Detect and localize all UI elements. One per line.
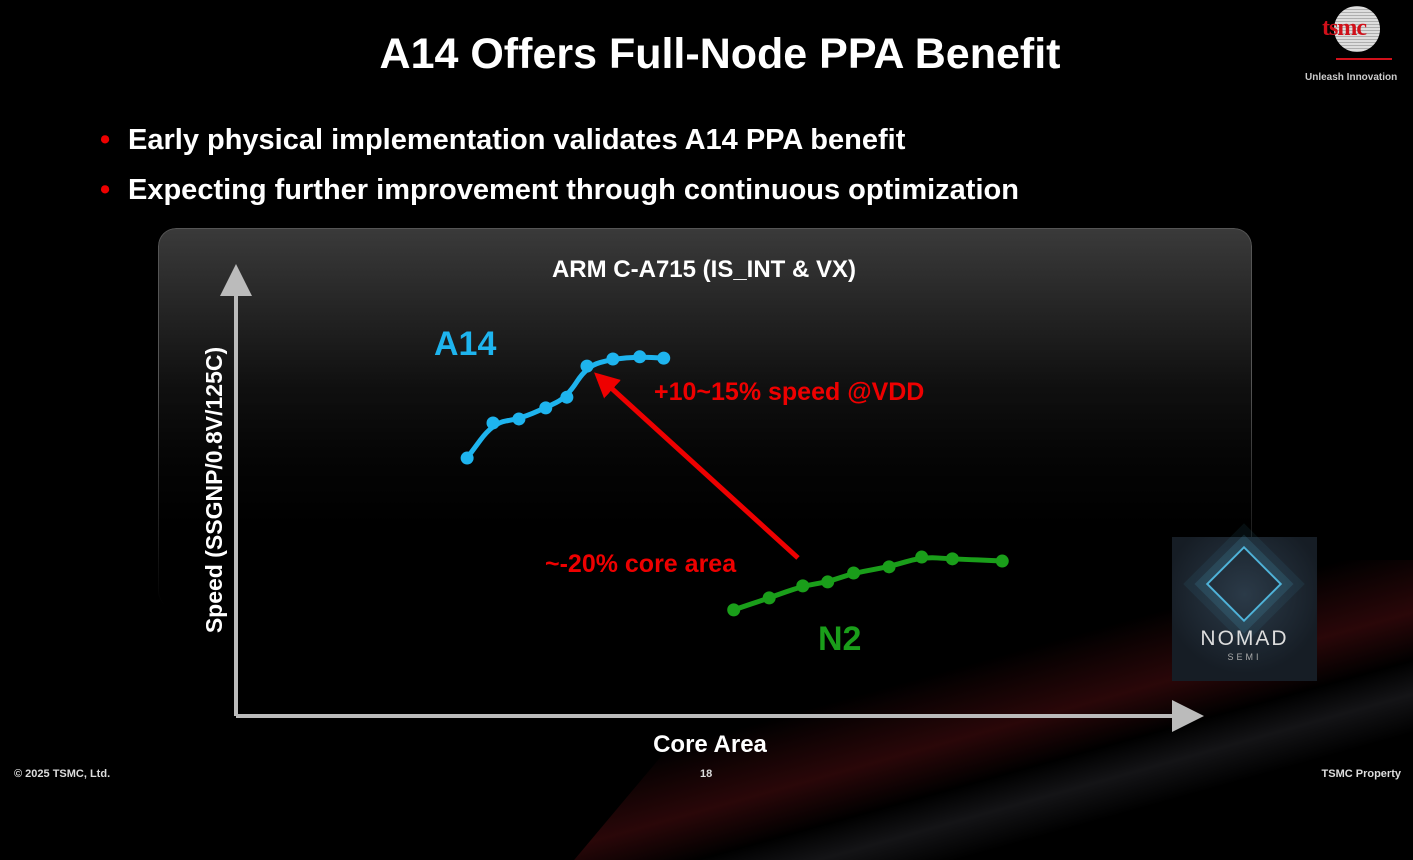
bullet-text: Expecting further improvement through co…: [128, 174, 1019, 206]
series-line-n2: [731, 555, 1005, 613]
data-point-n2: [995, 554, 1009, 568]
logo-tagline: Unleash Innovation: [1305, 72, 1398, 83]
data-point-a14: [539, 401, 553, 415]
speed-annotation: +10~15% speed @VDD: [654, 378, 924, 406]
logo-underline: [1336, 58, 1392, 60]
data-point-a14: [460, 451, 474, 465]
data-point-a14: [580, 359, 594, 373]
bullet-text: Early physical implementation validates …: [128, 124, 906, 156]
data-point-a14: [560, 390, 574, 404]
nomad-semi-watermark: NOMAD SEMI: [1172, 537, 1317, 681]
data-point-n2: [945, 552, 959, 566]
data-point-a14: [486, 416, 500, 430]
y-axis-label: Speed (SSGNP/0.8V/125C): [201, 347, 227, 633]
slide-title: A14 Offers Full-Node PPA Benefit: [379, 30, 1061, 78]
data-point-n2: [847, 566, 861, 580]
watermark-sub: SEMI: [1227, 652, 1262, 662]
bullet-icon: •: [100, 124, 111, 156]
chart: Core Area Speed (SSGNP/0.8V/125C) A14 N2…: [201, 264, 1204, 758]
bullet-list: • Early physical implementation validates…: [100, 115, 1019, 215]
watermark-name: NOMAD: [1200, 627, 1289, 650]
logo-text: tsmc: [1322, 15, 1367, 41]
data-point-n2: [727, 603, 741, 617]
footer-copyright: © 2025 TSMC, Ltd.: [14, 768, 111, 780]
data-point-n2: [915, 550, 929, 564]
bullet-icon: •: [100, 174, 111, 206]
footer-page-number: 18: [700, 768, 713, 780]
data-point-a14: [657, 351, 671, 365]
chart-panel: [158, 228, 1252, 609]
data-point-a14: [512, 412, 526, 426]
series-label-a14: A14: [434, 325, 496, 363]
footer-property: TSMC Property: [1321, 768, 1401, 780]
chip-icon: [1205, 545, 1283, 623]
wafer-globe-icon: [1334, 6, 1380, 52]
data-point-n2: [796, 579, 810, 593]
tsmc-logo: tsmc Unleash Innovation: [1300, 4, 1413, 84]
data-point-a14: [606, 352, 620, 366]
bullet-item: • Expecting further improvement through c…: [100, 165, 1019, 215]
data-point-n2: [882, 560, 896, 574]
data-point-n2: [762, 591, 776, 605]
series-label-n2: N2: [818, 620, 861, 658]
improvement-arrow: [594, 372, 800, 560]
data-point-n2: [821, 575, 835, 589]
bullet-item: • Early physical implementation validates…: [100, 115, 1019, 165]
chart-title: ARM C-A715 (IS_INT & VX): [551, 256, 857, 283]
data-point-a14: [633, 350, 647, 364]
series-line-a14: [464, 354, 667, 461]
area-annotation: ~-20% core area: [545, 550, 737, 578]
x-axis-label: Core Area: [653, 731, 767, 758]
